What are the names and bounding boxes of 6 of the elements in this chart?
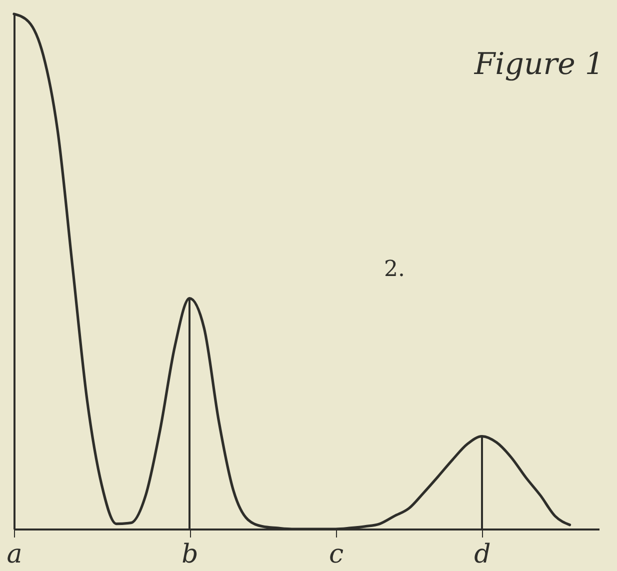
x-tick-label: b bbox=[182, 540, 198, 570]
annotation: 2. bbox=[384, 257, 405, 282]
x-tick-label: c bbox=[328, 540, 344, 570]
x-tick-label: a bbox=[6, 540, 22, 570]
x-tick-label: d bbox=[474, 540, 491, 570]
text: Figure 1 bbox=[473, 47, 604, 82]
